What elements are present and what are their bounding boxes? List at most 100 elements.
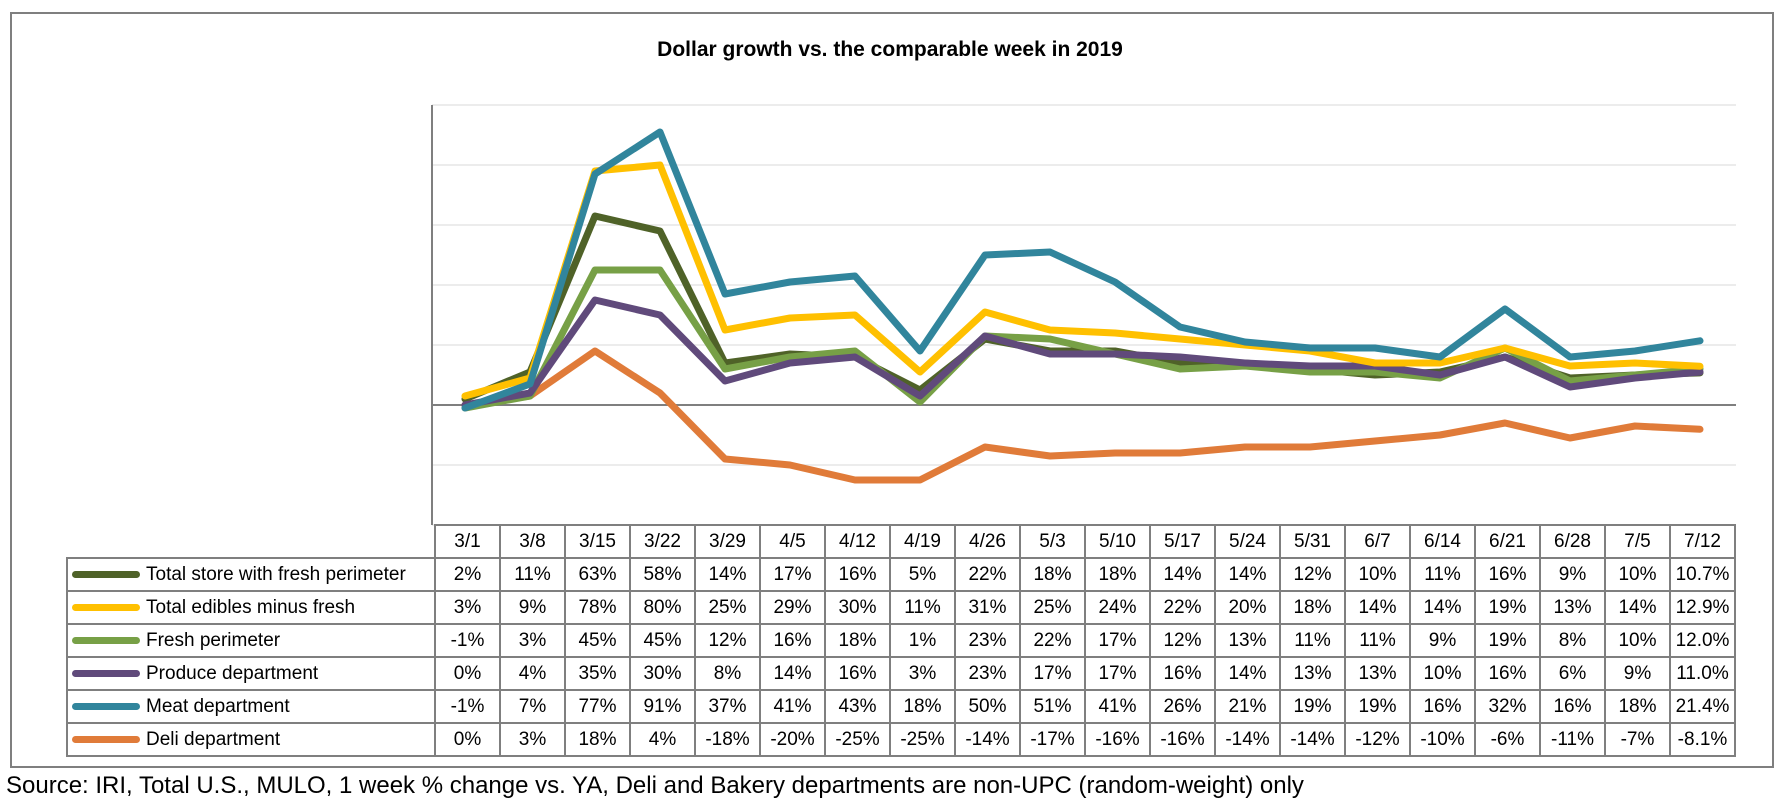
data-label: 31% (954, 590, 1021, 625)
data-label: 0% (434, 722, 501, 757)
data-label: 12.0% (1669, 623, 1736, 658)
chart-title: Dollar growth vs. the comparable week in… (657, 38, 1123, 61)
x-tick-label: 3/15 (564, 524, 631, 559)
data-label: -7% (1604, 722, 1671, 757)
legend-entry: Deli department (66, 722, 436, 757)
x-tick-label: 4/12 (824, 524, 891, 559)
x-tick-label: 5/3 (1019, 524, 1086, 559)
x-tick-label: 6/21 (1474, 524, 1541, 559)
data-label: 10% (1409, 656, 1476, 691)
data-label: 41% (1084, 689, 1151, 724)
data-label: 17% (1084, 656, 1151, 691)
series-line-meat-department (461, 128, 1704, 412)
data-label: -18% (694, 722, 761, 757)
x-tick-label: 5/10 (1084, 524, 1151, 559)
data-label: 2% (434, 557, 501, 592)
data-label: -10% (1409, 722, 1476, 757)
x-tick-label: 6/14 (1409, 524, 1476, 559)
data-label: 3% (889, 656, 956, 691)
data-label: 22% (954, 557, 1021, 592)
legend-label: Meat department (146, 695, 290, 717)
data-label: 19% (1474, 590, 1541, 625)
x-tick-label: 6/7 (1344, 524, 1411, 559)
data-label: 10% (1604, 557, 1671, 592)
table-header-row: 3/1 3/8 3/15 3/22 3/29 4/5 4/12 4/19 4/26 5/3 5/10… (67, 524, 1736, 559)
data-label: 11% (1344, 623, 1411, 658)
table-row: Total store with fresh perimeter 2% 11% 63%… (66, 557, 1736, 592)
data-label: 13% (1279, 656, 1346, 691)
data-label: 18% (824, 623, 891, 658)
x-tick-label: 6/28 (1539, 524, 1606, 559)
data-label: -6% (1474, 722, 1541, 757)
legend-entry: Total edibles minus fresh (66, 590, 436, 625)
data-label: 13% (1214, 623, 1281, 658)
data-label: 14% (1409, 590, 1476, 625)
data-label: 14% (694, 557, 761, 592)
data-label: 63% (564, 557, 631, 592)
data-label: 12% (1149, 623, 1216, 658)
data-label: -14% (1279, 722, 1346, 757)
data-label: 1% (889, 623, 956, 658)
data-label: 14% (759, 656, 826, 691)
data-label: -25% (824, 722, 891, 757)
table-row: Total edibles minus fresh 3% 9% 78% 80% 25% 29… (66, 590, 1736, 625)
data-label: 16% (1149, 656, 1216, 691)
data-label: 21.4% (1669, 689, 1736, 724)
x-tick-label: 7/5 (1604, 524, 1671, 559)
x-tick-label: 5/31 (1279, 524, 1346, 559)
data-label: 29% (759, 590, 826, 625)
data-label: 18% (1084, 557, 1151, 592)
table-corner (67, 525, 436, 558)
x-tick-label: 3/22 (629, 524, 696, 559)
data-label: 9% (1539, 557, 1606, 592)
x-tick-label: 4/19 (889, 524, 956, 559)
data-label: 43% (824, 689, 891, 724)
data-label: 58% (629, 557, 696, 592)
x-tick-label: 4/5 (759, 524, 826, 559)
x-tick-label: 3/8 (499, 524, 566, 559)
data-label: 21% (1214, 689, 1281, 724)
data-label: 3% (499, 623, 566, 658)
data-label: 14% (1214, 656, 1281, 691)
data-label: 18% (1604, 689, 1671, 724)
data-label: 14% (1604, 590, 1671, 625)
data-label: 22% (1019, 623, 1086, 658)
data-label: 11% (1279, 623, 1346, 658)
data-label: 19% (1344, 689, 1411, 724)
data-label: 17% (1084, 623, 1151, 658)
data-label: 22% (1149, 590, 1216, 625)
data-label: 51% (1019, 689, 1086, 724)
data-label: 17% (759, 557, 826, 592)
data-label: 18% (564, 722, 631, 757)
data-label: 14% (1149, 557, 1216, 592)
series-line-total-edibles-minus-fresh (461, 161, 1704, 400)
data-label: 91% (629, 689, 696, 724)
data-label: -8.1% (1669, 722, 1736, 757)
data-label: -17% (1019, 722, 1086, 757)
chart-frame (10, 12, 1774, 768)
x-tick-label: 5/17 (1149, 524, 1216, 559)
data-label: 7% (499, 689, 566, 724)
data-label: 10.7% (1669, 557, 1736, 592)
data-label: 3% (434, 590, 501, 625)
data-label: 6% (1539, 656, 1606, 691)
x-tick-label: 3/29 (694, 524, 761, 559)
data-label: 8% (694, 656, 761, 691)
table-row: Deli department 0% 3% 18% 4% -18% -20% -25% -25%… (66, 722, 1736, 757)
data-label: 10% (1344, 557, 1411, 592)
data-label: 35% (564, 656, 631, 691)
data-label: 18% (889, 689, 956, 724)
data-label: 16% (1539, 689, 1606, 724)
legend-entry: Total store with fresh perimeter (66, 557, 436, 592)
x-tick-label: 3/1 (434, 524, 501, 559)
data-label: 26% (1149, 689, 1216, 724)
data-label: -16% (1149, 722, 1216, 757)
data-label: 45% (629, 623, 696, 658)
data-label: 25% (1019, 590, 1086, 625)
data-label: 18% (1279, 590, 1346, 625)
data-label: -16% (1084, 722, 1151, 757)
table-row: Fresh perimeter -1% 3% 45% 45% 12% 16% 18% 1% 23%… (66, 623, 1736, 658)
data-label: 16% (1474, 656, 1541, 691)
data-label: 17% (1019, 656, 1086, 691)
